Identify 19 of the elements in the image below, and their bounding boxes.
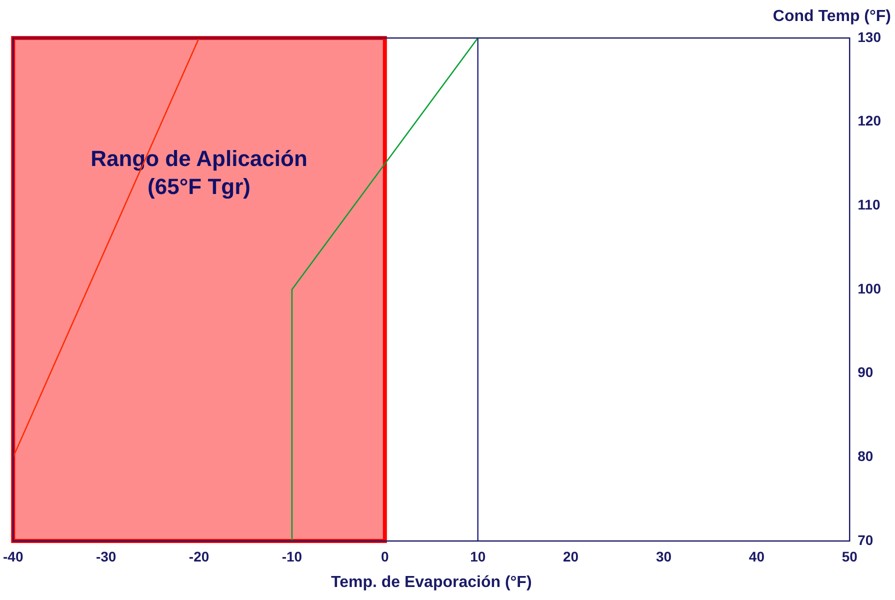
y-tick-label: 120	[858, 112, 882, 129]
y-tick-label: 70	[858, 532, 874, 548]
x-tick-label: 50	[842, 548, 858, 564]
x-tick-label: 10	[470, 548, 486, 564]
x-tick-label: 0	[381, 548, 390, 564]
x-axis-title: Temp. de Evaporación (°F)	[330, 574, 532, 591]
y-tick-label: 100	[858, 280, 882, 296]
x-tick-label: -30	[96, 548, 116, 564]
x-tick-label: -20	[188, 548, 210, 564]
y-tick-label: 90	[858, 364, 874, 380]
y-tick-label: 110	[858, 196, 880, 213]
y-tick-label: 80	[858, 448, 874, 464]
x-tick-label: 40	[748, 548, 765, 564]
y-axis-title: Cond Temp (°F)	[772, 8, 891, 26]
x-tick-label: -40	[3, 548, 24, 564]
x-tick-label: -10	[282, 548, 302, 564]
x-tick-label: 30	[656, 548, 672, 564]
y-tick-label: 130	[858, 28, 882, 45]
x-tick-label: 20	[563, 548, 579, 564]
